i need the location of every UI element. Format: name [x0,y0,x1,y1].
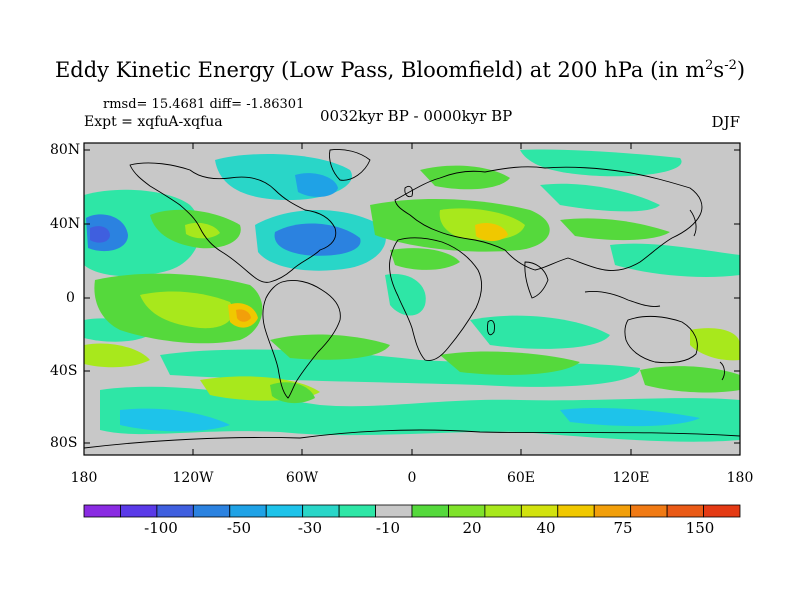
patagonia-positive [270,382,315,404]
colorbar-swatch [484,504,522,518]
coast-australia [624,315,698,364]
lon-label-0: 0 [407,470,417,486]
south-pacific-far-positive [690,328,740,361]
africa-equatorial-negative [385,274,426,316]
arctic-negative [520,149,682,177]
asia-positive [560,218,670,241]
colorbar-swatch [120,504,158,518]
colorbar-label: 75 [613,519,633,537]
colorbar-swatch [630,504,668,518]
lon-label-120w: 120W [172,470,214,486]
colorbar-swatch [448,504,486,518]
colorbar-label: 20 [462,519,482,537]
coast-india [524,261,549,299]
colorbar-label: -10 [375,519,401,537]
colorbar-swatch [229,504,267,518]
lon-label-180e: 180 [726,470,754,486]
coastlines [84,149,740,449]
lon-label-60w: 60W [285,470,319,486]
lat-label-0: 0 [66,290,75,306]
colorbar-swatch [666,504,704,518]
north-africa-positive [390,248,460,270]
coast-madagascar [487,320,495,336]
north-pacific-positive-yellow [185,222,220,239]
colorbar-swatch [156,504,194,518]
colorbar-label: -100 [144,519,178,537]
lat-label-80s: 80S [50,435,78,451]
colorbar-label: 150 [685,519,715,537]
south-atlantic-positive [270,334,390,360]
west-pacific-negative [610,243,740,277]
colorbar [83,504,741,518]
lat-label-40n: 40N [50,216,81,232]
colorbar-swatch [375,504,413,518]
season-label: DJF [711,113,740,131]
colorbar-swatch [338,504,376,518]
positive-anomalies [84,165,740,404]
period-label: 0032kyr BP - 0000kyr BP [320,107,513,125]
coast-uk [404,185,413,198]
colorbar-label: -30 [297,519,323,537]
siberia-negative [540,183,660,212]
lon-label-60e: 60E [506,470,536,486]
canada-blue [295,173,338,197]
colorbar-swatch [411,504,449,518]
coast-south-america [262,279,341,399]
colorbar-swatch [520,504,559,518]
south-pacific-yellow [140,291,234,329]
colorbar-swatch [265,504,304,518]
colorbar-swatch [192,504,231,518]
north-pacific-core-inner [90,226,110,243]
colorbar-swatch [557,504,595,518]
southern-positive [84,343,150,368]
colorbar-swatch [593,504,632,518]
coast-africa [389,237,483,361]
indian-ocean-negative [470,315,610,349]
south-pacific-orange-inner [236,309,251,322]
field-layer [84,143,740,455]
colorbar-swatch [83,504,121,518]
coast-greenland [329,149,371,181]
colorbar-label: 40 [536,519,556,537]
stats-text: rmsd= 15.4681 diff= -1.86301 [103,97,305,112]
north-atlantic-blue [274,223,361,256]
axis-ticks [84,143,740,455]
middle-east-orange [475,223,508,242]
colorbar-label: -50 [226,519,252,537]
coast-indonesia [584,291,661,307]
lon-label-180w: 180 [70,470,98,486]
lat-label-40s: 40S [50,363,78,379]
coast-eurasia [394,166,703,271]
south-indian-positive [440,351,580,375]
southern-ocean-cyan [120,408,230,432]
coast-new-zealand [719,361,725,381]
chart-title: Eddy Kinetic Energy (Low Pass, Bloomfiel… [54,58,746,82]
australia-south-positive [640,366,740,393]
experiment-label: Expt = xqfuA-xqfua [84,114,223,130]
coast-north-america [129,162,337,283]
coast-antarctica [84,429,740,449]
colorbar-swatch [302,504,340,518]
colorbar-swatch [703,504,741,518]
lat-label-80n: 80N [50,142,81,158]
southern-indian-cyan [560,407,700,427]
coast-japan [689,209,697,237]
lon-label-120e: 120E [612,470,650,486]
